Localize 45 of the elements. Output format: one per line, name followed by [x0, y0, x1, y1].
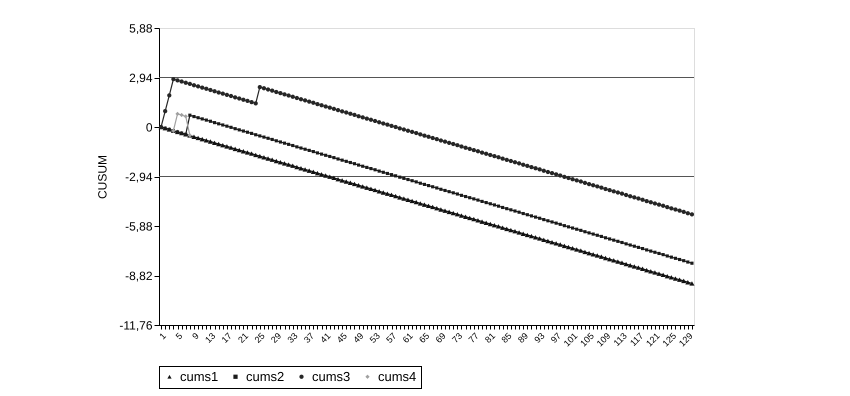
x-tick-label: 97 [548, 330, 563, 345]
x-tick-label: 49 [351, 330, 366, 345]
x-tick-label: 113 [612, 330, 629, 348]
y-tick-label: 2,94 [129, 71, 153, 85]
y-tick-label: 5,88 [129, 22, 153, 36]
x-tick-label: 17 [220, 330, 234, 345]
x-tick-label: 9 [190, 330, 201, 342]
x-tick-label: 101 [562, 330, 580, 348]
x-tick-label: 53 [368, 330, 382, 345]
y-tick-label: -8,82 [125, 269, 153, 283]
x-tick-label: 45 [334, 330, 349, 345]
x-tick-label: 29 [269, 330, 284, 345]
x-tick-label: 41 [318, 330, 333, 345]
x-tick-label: 65 [417, 330, 432, 345]
x-tick-label: 77 [466, 330, 481, 345]
x-tick-label: 93 [532, 330, 547, 345]
y-axis-title: CUSUM [95, 155, 110, 199]
legend-label: cums1 [180, 368, 218, 384]
x-tick-label: 81 [483, 330, 498, 345]
x-tick-label: 69 [434, 330, 448, 345]
x-tick-label: 25 [252, 330, 267, 345]
x-tick-label: 1 [157, 330, 168, 342]
x-tick-label: 109 [594, 330, 612, 348]
x-tick-label: 105 [578, 330, 596, 348]
x-tick-label: 129 [676, 330, 695, 348]
x-tick-label: 125 [660, 330, 678, 348]
y-tick-label: -2,94 [125, 170, 153, 184]
y-tick-label: -11,76 [119, 318, 153, 332]
x-tick-label: 121 [644, 330, 662, 348]
x-tick-label: 117 [628, 330, 646, 348]
legend-label: cums4 [378, 368, 416, 384]
x-tick-label: 73 [450, 330, 464, 345]
y-tick-label: -5,88 [125, 220, 153, 234]
y-tick-label: 0 [146, 120, 153, 134]
x-tick-label: 21 [236, 330, 250, 345]
legend-label: cums3 [312, 368, 350, 384]
x-tick-label: 85 [499, 330, 514, 345]
x-tick-label: 89 [516, 330, 530, 345]
x-tick-label: 5 [174, 330, 184, 342]
x-tick-label: 61 [400, 330, 415, 345]
x-tick-label: 57 [384, 330, 398, 345]
x-tick-label: 33 [285, 330, 300, 345]
legend-label: cums2 [246, 368, 284, 384]
x-tick-label: 13 [203, 330, 218, 345]
x-tick-label: 37 [302, 330, 316, 345]
